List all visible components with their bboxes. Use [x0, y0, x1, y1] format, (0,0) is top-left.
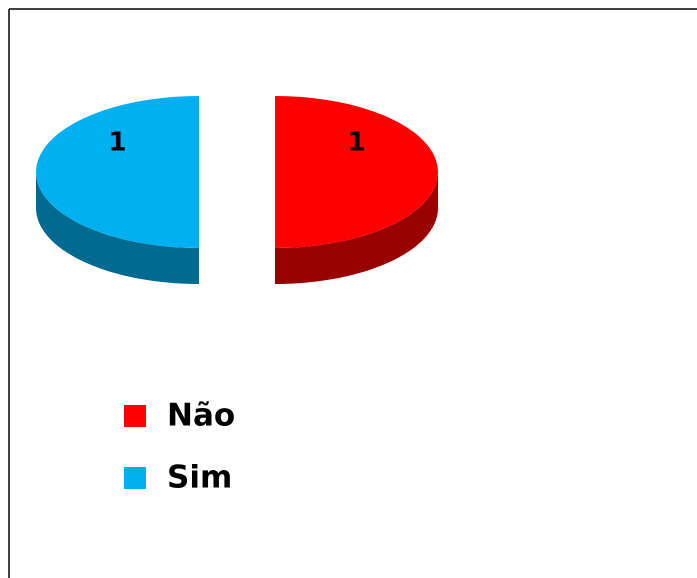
slice-side: [275, 172, 438, 284]
data-label: 1: [108, 128, 126, 158]
legend-swatch: [124, 405, 146, 427]
pie-slice: [275, 96, 438, 284]
slice-top: [36, 96, 199, 248]
legend-label: Não: [167, 398, 235, 434]
legend-label: Sim: [167, 460, 232, 496]
pie-slice: [36, 96, 199, 284]
data-label: 1: [347, 128, 365, 158]
legend-swatch: [124, 467, 146, 489]
slice-side: [36, 172, 199, 284]
slice-top: [275, 96, 438, 248]
